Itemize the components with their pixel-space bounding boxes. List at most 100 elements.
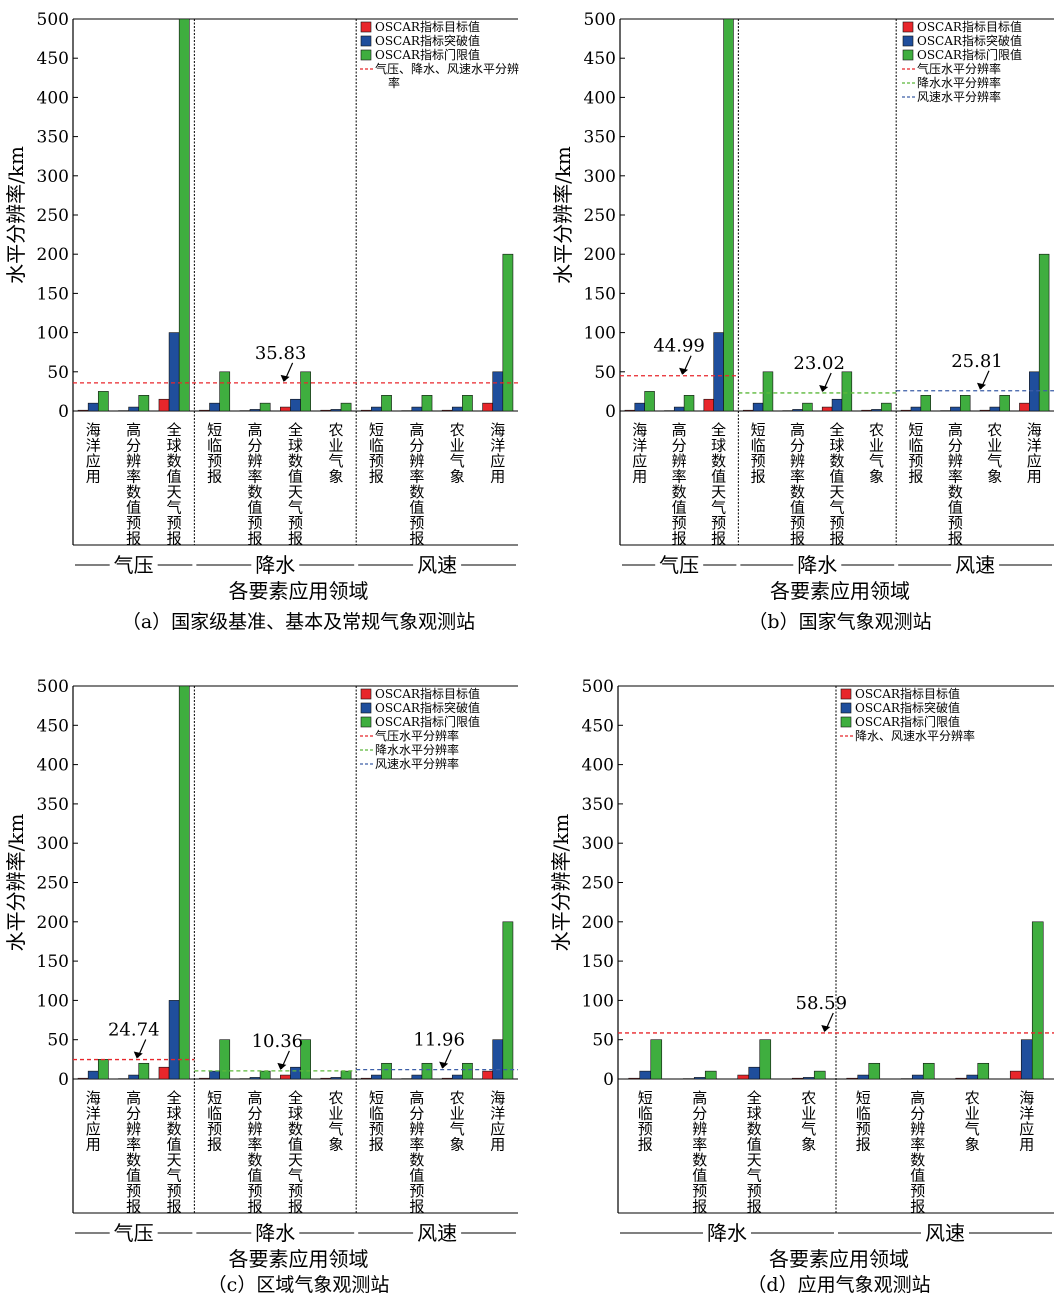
y-tick-label: 250 <box>37 206 69 226</box>
group-label: 降水 <box>707 1221 747 1245</box>
legend-text: OSCAR指标突破值 <box>375 700 480 715</box>
bar-target <box>320 1077 332 1080</box>
bar-breakthrough <box>871 409 882 412</box>
category-label: 短临预报 <box>751 421 766 486</box>
bar-breakthrough <box>87 1070 99 1080</box>
bar-threshold <box>138 1062 150 1080</box>
bar-breakthrough <box>802 1077 815 1080</box>
bar-breakthrough <box>249 409 261 412</box>
x-axis-label: 各要素应用领域 <box>769 1247 909 1271</box>
y-tick-label: 250 <box>582 874 614 894</box>
category-label: 高分辨率数值预报 <box>692 1089 707 1216</box>
category-label: 高分辨率数值预报 <box>248 421 263 548</box>
y-tick-label: 50 <box>47 1031 69 1051</box>
bar-threshold <box>644 391 655 412</box>
x-axis-label: 各要素应用领域 <box>229 579 369 603</box>
category-label: 农业气象 <box>450 421 465 486</box>
bar-breakthrough <box>451 1074 463 1080</box>
legend-text: OSCAR指标突破值 <box>917 33 1022 48</box>
bar-threshold <box>762 371 774 412</box>
bar-threshold <box>97 391 109 412</box>
y-tick-label: 500 <box>37 677 69 697</box>
bar-target <box>280 1074 291 1080</box>
bar-breakthrough <box>330 409 342 412</box>
category-label: 高分辨率数值预报 <box>126 421 141 548</box>
bar-threshold <box>178 18 190 412</box>
reference-arrow-head <box>679 367 689 375</box>
bar-target <box>158 398 170 412</box>
bar-breakthrough <box>371 1074 382 1080</box>
bar-target <box>77 409 89 412</box>
bar-breakthrough <box>209 402 220 412</box>
y-tick-label: 350 <box>584 128 616 148</box>
legend-swatch <box>840 702 852 714</box>
bar-breakthrough <box>752 402 764 412</box>
bar-breakthrough <box>673 406 685 412</box>
legend-swatch <box>360 21 372 33</box>
bar-target <box>861 409 872 412</box>
category-label: 高分辨率数值预报 <box>409 421 424 548</box>
bar-threshold <box>683 395 695 412</box>
legend-swatch <box>902 35 914 47</box>
group-label: 风速 <box>955 553 995 577</box>
bar-target <box>742 409 754 412</box>
bar-breakthrough <box>330 1077 342 1080</box>
bar-target <box>979 409 991 412</box>
bar-threshold <box>381 1062 392 1080</box>
chart-panel-b: 0 50 100 150 200 250 300 350 400 450 500 水平分辨率/km 气压… <box>551 10 1054 633</box>
bar-breakthrough <box>966 1074 979 1080</box>
reference-line-label: 58.59 <box>796 993 848 1014</box>
bar-threshold <box>219 371 231 412</box>
category-label: 全球数值天气预报 <box>167 1089 182 1216</box>
category-label: 农业气象 <box>450 1089 465 1154</box>
reference-line-label: 44.99 <box>653 336 705 357</box>
y-tick-label: 400 <box>37 756 69 776</box>
y-tick-label: 400 <box>582 756 614 776</box>
bar-threshold <box>704 1070 717 1080</box>
category-label: 高分辨率数值预报 <box>790 421 805 548</box>
category-label: 农业气象 <box>328 1089 343 1154</box>
category-label: 海洋应用 <box>1027 421 1042 486</box>
y-tick-label: 300 <box>584 167 616 187</box>
y-tick-label: 150 <box>584 284 616 304</box>
category-label: 高分辨率数值预报 <box>409 1089 424 1216</box>
bar-threshold <box>381 395 392 412</box>
bar-threshold <box>421 1062 433 1080</box>
bar-threshold <box>813 1070 826 1080</box>
reference-arrow-head <box>133 1051 143 1059</box>
legend-text: OSCAR指标目标值 <box>375 19 480 34</box>
group-label: 风速 <box>417 1221 457 1245</box>
reference-line-label: 35.83 <box>255 343 307 364</box>
chart-panel-d: 0 50 100 150 200 250 300 350 400 450 500 水平分辨率/km 降水… <box>549 677 1054 1296</box>
y-tick-label: 300 <box>37 167 69 187</box>
legend-text: 风速水平分辨率 <box>375 756 459 771</box>
bar-threshold <box>340 402 352 412</box>
category-label: 全球数值天气预报 <box>288 1089 303 1216</box>
bar-threshold <box>178 685 190 1080</box>
chart-panel-a: 0 50 100 150 200 250 300 350 400 450 500 水平分辨率/km 气压… <box>4 10 519 633</box>
legend-swatch <box>360 688 372 700</box>
bar-threshold <box>421 395 433 412</box>
category-label: 海洋应用 <box>86 421 101 486</box>
legend-swatch <box>902 49 914 61</box>
y-tick-label: 100 <box>584 324 616 344</box>
bar-threshold <box>300 371 311 412</box>
y-tick-label: 300 <box>37 834 69 854</box>
legend-text: OSCAR指标门限值 <box>375 47 480 62</box>
bar-threshold <box>881 402 892 412</box>
y-tick-label: 200 <box>584 245 616 265</box>
bar-target <box>360 409 372 412</box>
bar-threshold <box>802 402 813 412</box>
bar-breakthrough <box>492 371 504 412</box>
bar-breakthrough <box>128 1074 140 1080</box>
y-tick-label: 300 <box>582 834 614 854</box>
bar-threshold <box>502 253 514 412</box>
y-tick-label: 150 <box>582 952 614 972</box>
legend-swatch <box>360 49 372 61</box>
y-tick-label: 400 <box>584 88 616 108</box>
category-label: 高分辨率数值预报 <box>248 1089 263 1216</box>
bar-target <box>821 406 833 412</box>
y-tick-label: 250 <box>37 874 69 894</box>
y-tick-label: 0 <box>603 1070 614 1090</box>
bar-target <box>628 1077 641 1080</box>
